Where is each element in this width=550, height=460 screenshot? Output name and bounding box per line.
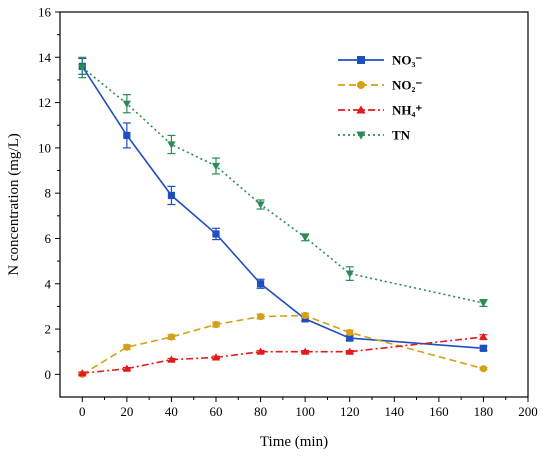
y-tick-label: 14 — [38, 50, 52, 65]
legend-label: NO₂⁻ — [392, 78, 422, 93]
legend-label: NO₃⁻ — [392, 53, 422, 68]
x-tick-label: 200 — [518, 404, 538, 419]
marker-circle — [479, 365, 488, 373]
x-tick-label: 0 — [79, 404, 86, 419]
x-axis-title: Time (min) — [260, 434, 328, 450]
legend-label: NH₄⁺ — [392, 103, 422, 118]
series-line — [81, 314, 484, 376]
marker-triangle-up — [301, 347, 310, 355]
marker-circle — [212, 320, 220, 329]
x-tick-label: 180 — [474, 404, 494, 419]
x-tick-label: 20 — [120, 404, 133, 419]
y-tick-label: 6 — [45, 231, 52, 246]
x-tick-label: 140 — [385, 404, 405, 419]
marker-triangle-down — [345, 270, 354, 278]
marker-triangle-up — [479, 332, 488, 341]
marker-circle — [346, 328, 354, 337]
y-tick-label: 10 — [38, 140, 51, 155]
series-3 — [78, 332, 488, 377]
marker-triangle-up — [345, 347, 354, 355]
marker-triangle-down — [479, 299, 488, 308]
marker-triangle-down — [356, 131, 366, 140]
x-tick-label: 160 — [429, 404, 449, 419]
axes: 0 20 40 60 80 100 120 140 160 180 200 0 2 4 6 8 10 12 14 16 — [38, 5, 538, 420]
marker-square — [167, 191, 176, 200]
legend-label: TN — [392, 128, 411, 143]
y-tick-label: 4 — [45, 276, 52, 291]
plot-area — [78, 56, 488, 378]
marker-square — [123, 131, 131, 140]
marker-triangle-up — [211, 353, 221, 361]
marker-square — [346, 334, 354, 342]
marker-square — [357, 56, 365, 64]
marker-triangle-down — [167, 141, 176, 149]
marker-triangle-down — [78, 64, 87, 72]
marker-triangle-down — [256, 201, 265, 209]
series-line — [82, 336, 484, 374]
marker-triangle-down — [122, 100, 131, 108]
marker-square — [479, 344, 488, 352]
series-4 — [78, 56, 488, 308]
x-tick-label: 60 — [210, 404, 223, 419]
x-tick-label: 120 — [340, 404, 360, 419]
y-tick-label: 8 — [45, 186, 52, 201]
y-axis-title: N concentration (mg/L) — [6, 133, 22, 275]
marker-square — [256, 280, 265, 288]
y-tick-label: 16 — [38, 5, 52, 20]
legend: NO₃⁻ NO₂⁻ NH₄⁺ TN — [338, 53, 422, 143]
series-2 — [78, 311, 488, 378]
marker-circle — [301, 311, 309, 320]
marker-triangle-up — [356, 105, 366, 114]
marker-square — [212, 230, 220, 238]
x-tick-label: 80 — [254, 404, 267, 419]
series-1 — [78, 57, 488, 352]
marker-triangle-up — [122, 364, 131, 372]
series-line — [81, 65, 484, 350]
marker-circle — [256, 313, 265, 321]
y-tick-label: 12 — [38, 95, 51, 110]
x-tick-label: 40 — [165, 404, 178, 419]
marker-triangle-down — [211, 162, 221, 171]
marker-triangle-up — [78, 369, 87, 377]
x-tick-label: 100 — [295, 404, 315, 419]
marker-circle — [123, 343, 131, 351]
marker-triangle-up — [167, 355, 176, 363]
marker-triangle-down — [301, 234, 310, 242]
marker-triangle-up — [256, 347, 265, 355]
marker-circle — [167, 333, 176, 341]
y-tick-label: 0 — [45, 367, 52, 382]
series-line — [81, 66, 484, 304]
plot-frame — [59, 11, 529, 398]
y-tick-label: 2 — [45, 322, 52, 337]
marker-circle — [357, 81, 365, 89]
